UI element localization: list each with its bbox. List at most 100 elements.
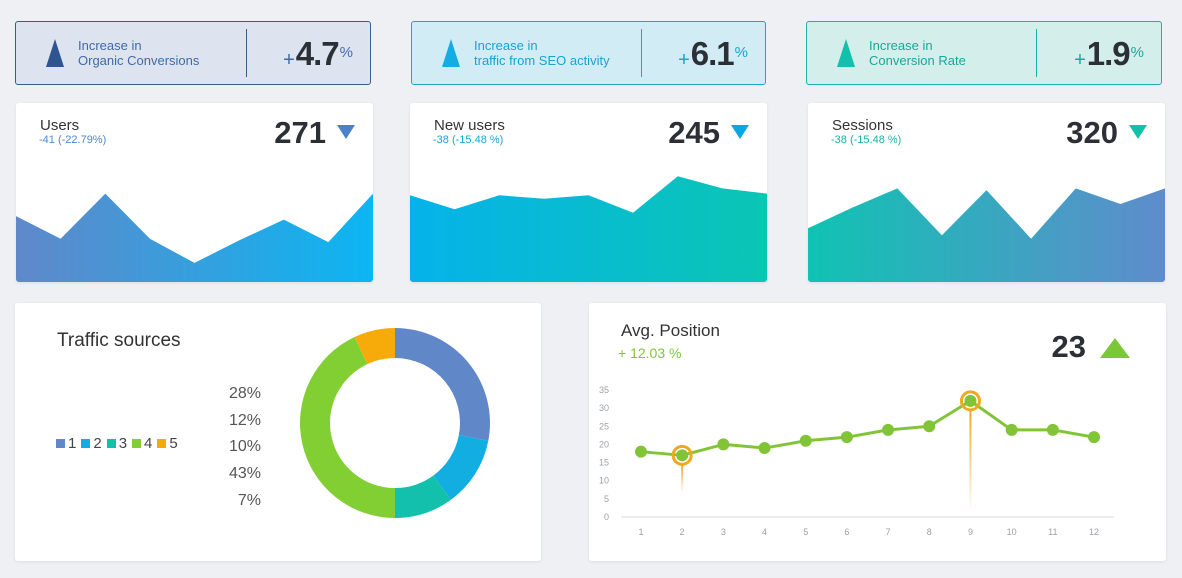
donut-slice-4[interactable] — [300, 337, 395, 518]
traffic-sources-card: Traffic sources 1 2 3 4 5 28% 12% 10% 43… — [15, 303, 541, 561]
triangle-up-icon — [442, 39, 460, 67]
metric-title: Users — [40, 117, 80, 134]
x-tick-label: 11 — [1048, 527, 1057, 537]
avg-position-title: Avg. Position — [621, 321, 720, 340]
sessions-area-chart — [808, 188, 1165, 282]
legend-item[interactable]: 3 — [106, 435, 127, 452]
kpi-unit: % — [1130, 44, 1144, 61]
data-point[interactable] — [840, 431, 853, 444]
traffic-donut-chart — [300, 328, 490, 518]
kpi-divider — [1036, 29, 1037, 77]
legend-swatch — [132, 439, 142, 448]
metric-title: Sessions — [832, 117, 893, 134]
highlight-ring[interactable] — [671, 444, 693, 466]
donut-slice-3[interactable] — [395, 475, 451, 518]
data-point[interactable] — [676, 449, 689, 462]
legend-swatch — [56, 439, 65, 448]
kpi-value: 6.1 — [690, 35, 735, 72]
kpi-label-line1: Increase in — [869, 38, 933, 53]
kpi-unit: % — [734, 44, 748, 61]
legend-item[interactable]: 5 — [157, 435, 178, 452]
kpi-unit: % — [339, 44, 353, 61]
x-tick-label: 10 — [1007, 527, 1017, 537]
legend-item[interactable]: 4 — [132, 435, 152, 452]
x-tick-label: 6 — [844, 527, 849, 537]
x-tick-label: 5 — [803, 527, 808, 537]
x-tick-label: 1 — [638, 527, 643, 537]
series-line — [640, 399, 1095, 457]
data-point[interactable] — [923, 420, 936, 433]
kpi-organic-conversions: Increase in Organic Conversions +4.7% — [15, 21, 371, 85]
metric-value: 271 — [274, 115, 326, 150]
traffic-legend: 1 2 3 4 5 — [56, 435, 183, 452]
kpi-label-line2: Organic Conversions — [78, 53, 200, 68]
metric-value: 245 — [668, 115, 720, 150]
y-tick-label: 20 — [599, 439, 609, 449]
traffic-percent: 28% — [228, 385, 261, 402]
legend-label: 5 — [169, 435, 178, 452]
kpi-sign: + — [283, 49, 295, 71]
triangle-down-icon — [731, 125, 749, 139]
x-tick-label: 3 — [721, 527, 726, 537]
data-point[interactable] — [635, 445, 647, 458]
traffic-percent: 7% — [237, 491, 261, 509]
y-tick-label: 15 — [599, 458, 609, 468]
traffic-percent: 12% — [228, 411, 261, 429]
legend-item[interactable]: 2 — [81, 435, 102, 452]
highlight-ring[interactable] — [959, 390, 981, 412]
triangle-down-icon — [1129, 125, 1147, 139]
kpi-sign: + — [678, 49, 690, 71]
users-area-chart — [16, 193, 373, 282]
highlight-stem — [969, 409, 972, 512]
legend-label: 4 — [144, 435, 153, 452]
users-card: Users -41 (-22.79%) 271 — [16, 103, 373, 282]
kpi-label-line1: Increase in — [474, 38, 538, 53]
avg-position-change: + 12.03 % — [618, 345, 682, 361]
kpi-seo-traffic: Increase in traffic from SEO activity +6.… — [411, 21, 766, 85]
new-users-area-chart — [410, 176, 767, 282]
x-tick-label: 8 — [927, 527, 932, 537]
legend-swatch — [157, 439, 167, 448]
data-point[interactable] — [717, 438, 730, 451]
legend-item[interactable]: 1 — [56, 435, 76, 452]
legend-swatch — [81, 439, 91, 448]
y-tick-label: 0 — [604, 512, 609, 522]
sessions-card: Sessions -38 (-15.48 %) 320 — [808, 103, 1165, 282]
avg-position-card: 0 5 10 15 20 25 30 35 1 2 3 4 5 6 7 8 9 10 11 12 Avg. Posit… — [589, 303, 1166, 561]
y-tick-label: 10 — [599, 476, 609, 486]
triangle-down-icon — [337, 125, 355, 139]
x-tick-label: 9 — [968, 527, 973, 537]
data-point[interactable] — [1005, 423, 1018, 436]
kpi-label-line2: traffic from SEO activity — [474, 53, 610, 68]
triangle-up-icon — [1100, 338, 1130, 358]
donut-slice-2[interactable] — [433, 435, 489, 500]
data-point[interactable] — [1046, 423, 1059, 436]
kpi-conversion-rate: Increase in Conversion Rate +1.9% — [806, 21, 1162, 85]
metric-change: -41 (-22.79%) — [39, 134, 107, 146]
triangle-up-icon — [46, 39, 64, 67]
data-point[interactable] — [758, 442, 771, 455]
new-users-card: New users -38 (-15.48 %) 245 — [410, 103, 767, 282]
donut-slice-5[interactable] — [354, 328, 395, 365]
data-point[interactable] — [964, 394, 977, 407]
traffic-percent: 10% — [228, 438, 261, 456]
x-tick-label: 4 — [762, 527, 767, 537]
kpi-divider — [246, 29, 247, 77]
x-tick-label: 2 — [680, 527, 685, 537]
legend-swatch — [106, 439, 116, 448]
data-point[interactable] — [1088, 431, 1100, 444]
kpi-label-line2: Conversion Rate — [869, 53, 966, 68]
area-series — [410, 176, 767, 282]
data-point[interactable] — [799, 434, 812, 447]
x-tick-label: 12 — [1089, 527, 1099, 537]
traffic-sources-title: Traffic sources — [57, 330, 181, 351]
metric-title: New users — [434, 117, 505, 134]
kpi-sign: + — [1074, 49, 1086, 71]
donut-slice-1[interactable] — [395, 328, 490, 441]
kpi-label-line1: Increase in — [78, 38, 142, 53]
y-tick-label: 25 — [599, 421, 609, 431]
data-point[interactable] — [882, 423, 895, 436]
y-tick-label: 35 — [599, 385, 609, 395]
x-tick-label: 7 — [886, 527, 891, 537]
